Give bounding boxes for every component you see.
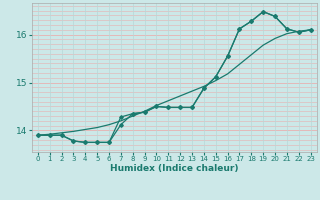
X-axis label: Humidex (Indice chaleur): Humidex (Indice chaleur): [110, 164, 238, 173]
